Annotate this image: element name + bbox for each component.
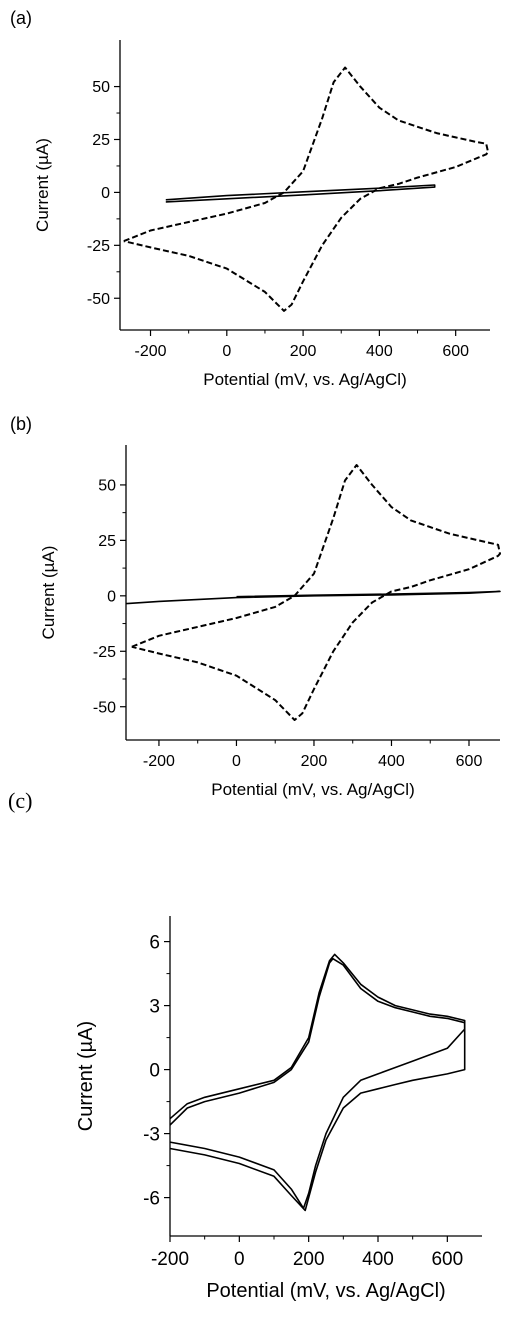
x-axis-label: Potential (mV, vs. Ag/AgCl) bbox=[211, 780, 414, 799]
y-tick-label: 50 bbox=[92, 79, 110, 96]
y-tick-label: -50 bbox=[93, 699, 116, 716]
panel-label-a: (a) bbox=[10, 8, 32, 28]
y-tick-label: 25 bbox=[92, 132, 110, 149]
x-tick-label: -200 bbox=[134, 343, 166, 360]
y-tick-label: 25 bbox=[98, 533, 116, 550]
y-tick-label: 50 bbox=[98, 478, 116, 495]
y-tick-label: -3 bbox=[143, 1124, 160, 1145]
y-axis-label: Current (µA) bbox=[39, 546, 58, 640]
y-tick-label: 6 bbox=[149, 932, 160, 953]
y-axis-label: Current (µA) bbox=[75, 1021, 97, 1131]
y-tick-label: 3 bbox=[149, 996, 160, 1017]
chart-3: -200 0 200 400 600 -6 -3 0 3 6 Potential (mV, vs. … bbox=[75, 916, 482, 1302]
x-tick-label: 600 bbox=[456, 753, 483, 770]
x-tick-label: -200 bbox=[151, 1249, 189, 1270]
x-axis-label: Potential (mV, vs. Ag/AgCl) bbox=[203, 370, 406, 389]
y-tick-label: -50 bbox=[87, 291, 110, 308]
x-tick-label: 600 bbox=[431, 1249, 463, 1270]
y-axis-label: Current (µA) bbox=[33, 138, 52, 232]
x-tick-label: 200 bbox=[293, 1249, 325, 1270]
panel-label-c: (c) bbox=[8, 788, 33, 813]
y-tick-label: 0 bbox=[149, 1060, 160, 1081]
series-1-solid-line bbox=[169, 953, 466, 1210]
y-tick-label: 0 bbox=[107, 588, 116, 605]
x-tick-label: 600 bbox=[442, 343, 469, 360]
x-tick-label: 0 bbox=[232, 753, 241, 770]
y-tick-label: -25 bbox=[93, 644, 116, 661]
x-tick-label: 400 bbox=[362, 1249, 394, 1270]
chart-1: -200 0 200 400 600 -50 -25 0 25 50 Potential (mV, … bbox=[33, 40, 490, 389]
y-tick-label: -25 bbox=[87, 238, 110, 255]
series-2-solid-line bbox=[165, 184, 436, 203]
x-tick-label: -200 bbox=[143, 753, 175, 770]
x-tick-label: 400 bbox=[378, 753, 405, 770]
series-2-solid-line bbox=[169, 957, 466, 1212]
y-tick-label: -6 bbox=[143, 1188, 160, 1209]
x-tick-label: 400 bbox=[366, 343, 393, 360]
x-tick-label: 200 bbox=[301, 753, 328, 770]
x-axis-label: Potential (mV, vs. Ag/AgCl) bbox=[206, 1280, 445, 1302]
series-2-solid-line bbox=[125, 590, 501, 605]
x-tick-label: 200 bbox=[290, 343, 317, 360]
panel-label-b: (b) bbox=[10, 414, 32, 434]
y-tick-label: 0 bbox=[101, 185, 110, 202]
series-1-dashed-line bbox=[123, 66, 490, 312]
series-1-dashed-line bbox=[131, 464, 501, 721]
x-tick-label: 0 bbox=[234, 1249, 245, 1270]
chart-2: -200 0 200 400 600 -50 -25 0 25 50 Potential (mV, … bbox=[39, 445, 501, 799]
x-tick-label: 0 bbox=[222, 343, 231, 360]
